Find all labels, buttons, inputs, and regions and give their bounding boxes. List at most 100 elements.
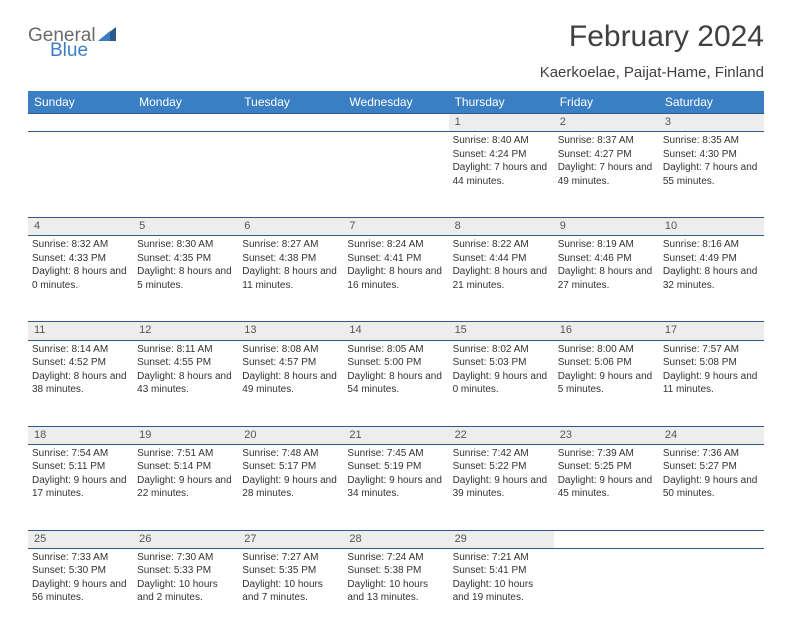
day-detail-cell: Sunrise: 7:33 AMSunset: 5:30 PMDaylight:… — [28, 548, 133, 634]
daylight-text: Daylight: 9 hours and 34 minutes. — [347, 474, 444, 501]
day-detail-cell: Sunrise: 8:05 AMSunset: 5:00 PMDaylight:… — [343, 340, 448, 426]
sunset-text: Sunset: 4:52 PM — [32, 356, 129, 370]
daynum-row: 123 — [28, 114, 764, 132]
day-number-cell: 10 — [659, 218, 764, 236]
day-detail-cell — [28, 132, 133, 218]
daylight-text: Daylight: 9 hours and 11 minutes. — [663, 370, 760, 397]
sunset-text: Sunset: 5:00 PM — [347, 356, 444, 370]
day-number-cell — [343, 114, 448, 132]
sunrise-text: Sunrise: 8:22 AM — [453, 238, 550, 252]
daylight-text: Daylight: 8 hours and 5 minutes. — [137, 265, 234, 292]
title-block: February 2024 — [569, 20, 764, 54]
day-detail-cell: Sunrise: 7:45 AMSunset: 5:19 PMDaylight:… — [343, 444, 448, 530]
day-number-cell: 18 — [28, 426, 133, 444]
sunrise-text: Sunrise: 7:24 AM — [347, 551, 444, 565]
sunrise-text: Sunrise: 7:57 AM — [663, 343, 760, 357]
sunrise-text: Sunrise: 7:21 AM — [453, 551, 550, 565]
day-detail-cell: Sunrise: 8:27 AMSunset: 4:38 PMDaylight:… — [238, 236, 343, 322]
day-header: Wednesday — [343, 91, 448, 114]
daylight-text: Daylight: 8 hours and 32 minutes. — [663, 265, 760, 292]
daylight-text: Daylight: 10 hours and 2 minutes. — [137, 578, 234, 605]
day-number-cell: 6 — [238, 218, 343, 236]
sunset-text: Sunset: 5:41 PM — [453, 564, 550, 578]
sunset-text: Sunset: 4:24 PM — [453, 148, 550, 162]
sunset-text: Sunset: 5:25 PM — [558, 460, 655, 474]
logo-text-stack: General Blue — [28, 26, 116, 60]
day-number-cell: 9 — [554, 218, 659, 236]
day-number-cell: 24 — [659, 426, 764, 444]
day-header-row: Sunday Monday Tuesday Wednesday Thursday… — [28, 91, 764, 114]
sunrise-text: Sunrise: 8:35 AM — [663, 134, 760, 148]
day-header: Friday — [554, 91, 659, 114]
day-number-cell: 17 — [659, 322, 764, 340]
day-number-cell — [133, 114, 238, 132]
sunrise-text: Sunrise: 8:40 AM — [453, 134, 550, 148]
sunset-text: Sunset: 5:33 PM — [137, 564, 234, 578]
day-number-cell: 3 — [659, 114, 764, 132]
daylight-text: Daylight: 7 hours and 49 minutes. — [558, 161, 655, 188]
sunset-text: Sunset: 5:38 PM — [347, 564, 444, 578]
day-number-cell: 25 — [28, 530, 133, 548]
sunset-text: Sunset: 5:30 PM — [32, 564, 129, 578]
sunrise-text: Sunrise: 7:39 AM — [558, 447, 655, 461]
logo: General Blue — [28, 26, 116, 60]
sunset-text: Sunset: 4:30 PM — [663, 148, 760, 162]
day-detail-cell: Sunrise: 7:57 AMSunset: 5:08 PMDaylight:… — [659, 340, 764, 426]
sunrise-text: Sunrise: 8:37 AM — [558, 134, 655, 148]
daylight-text: Daylight: 8 hours and 43 minutes. — [137, 370, 234, 397]
sunrise-text: Sunrise: 8:27 AM — [242, 238, 339, 252]
day-detail-cell: Sunrise: 8:11 AMSunset: 4:55 PMDaylight:… — [133, 340, 238, 426]
day-detail-cell: Sunrise: 7:39 AMSunset: 5:25 PMDaylight:… — [554, 444, 659, 530]
daylight-text: Daylight: 7 hours and 44 minutes. — [453, 161, 550, 188]
daylight-text: Daylight: 9 hours and 0 minutes. — [453, 370, 550, 397]
day-number-cell: 7 — [343, 218, 448, 236]
day-number-cell: 28 — [343, 530, 448, 548]
header: General Blue February 2024 — [28, 20, 764, 60]
day-number-cell: 11 — [28, 322, 133, 340]
day-number-cell: 15 — [449, 322, 554, 340]
daylight-text: Daylight: 8 hours and 21 minutes. — [453, 265, 550, 292]
detail-row: Sunrise: 7:54 AMSunset: 5:11 PMDaylight:… — [28, 444, 764, 530]
sunset-text: Sunset: 5:14 PM — [137, 460, 234, 474]
day-detail-cell — [133, 132, 238, 218]
day-header: Tuesday — [238, 91, 343, 114]
day-number-cell — [238, 114, 343, 132]
day-number-cell — [554, 530, 659, 548]
daylight-text: Daylight: 9 hours and 5 minutes. — [558, 370, 655, 397]
daylight-text: Daylight: 9 hours and 17 minutes. — [32, 474, 129, 501]
day-detail-cell: Sunrise: 8:08 AMSunset: 4:57 PMDaylight:… — [238, 340, 343, 426]
daylight-text: Daylight: 7 hours and 55 minutes. — [663, 161, 760, 188]
daylight-text: Daylight: 8 hours and 16 minutes. — [347, 265, 444, 292]
day-detail-cell: Sunrise: 8:14 AMSunset: 4:52 PMDaylight:… — [28, 340, 133, 426]
daylight-text: Daylight: 8 hours and 0 minutes. — [32, 265, 129, 292]
sunrise-text: Sunrise: 7:48 AM — [242, 447, 339, 461]
sunset-text: Sunset: 4:46 PM — [558, 252, 655, 266]
day-detail-cell — [343, 132, 448, 218]
day-number-cell: 22 — [449, 426, 554, 444]
day-number-cell: 4 — [28, 218, 133, 236]
daylight-text: Daylight: 8 hours and 54 minutes. — [347, 370, 444, 397]
day-number-cell: 8 — [449, 218, 554, 236]
day-detail-cell: Sunrise: 7:48 AMSunset: 5:17 PMDaylight:… — [238, 444, 343, 530]
sunset-text: Sunset: 4:49 PM — [663, 252, 760, 266]
day-number-cell — [659, 530, 764, 548]
detail-row: Sunrise: 7:33 AMSunset: 5:30 PM Daylight:… — [28, 548, 764, 634]
day-detail-cell: Sunrise: 7:51 AMSunset: 5:14 PMDaylight:… — [133, 444, 238, 530]
day-number-cell: 23 — [554, 426, 659, 444]
day-header: Thursday — [449, 91, 554, 114]
day-number-cell: 20 — [238, 426, 343, 444]
sunset-text: Sunset: 4:57 PM — [242, 356, 339, 370]
daylight-text: Daylight: 8 hours and 38 minutes. — [32, 370, 129, 397]
day-detail-cell: Sunrise: 8:00 AMSunset: 5:06 PMDaylight:… — [554, 340, 659, 426]
sunrise-text: Sunrise: 7:36 AM — [663, 447, 760, 461]
sunrise-text: Sunrise: 8:19 AM — [558, 238, 655, 252]
sunrise-text: Sunrise: 8:11 AM — [137, 343, 234, 357]
day-detail-cell: Sunrise: 7:36 AMSunset: 5:27 PMDaylight:… — [659, 444, 764, 530]
sunrise-text: Sunrise: 7:33 AM — [32, 551, 129, 565]
location-subtitle: Kaerkoelae, Paijat-Hame, Finland — [28, 64, 764, 81]
daylight-text: Daylight: 8 hours and 27 minutes. — [558, 265, 655, 292]
logo-triangle-icon — [98, 25, 116, 46]
day-detail-cell: Sunrise: 7:42 AMSunset: 5:22 PMDaylight:… — [449, 444, 554, 530]
day-detail-cell: Sunrise: 8:24 AMSunset: 4:41 PMDaylight:… — [343, 236, 448, 322]
sunset-text: Sunset: 4:27 PM — [558, 148, 655, 162]
